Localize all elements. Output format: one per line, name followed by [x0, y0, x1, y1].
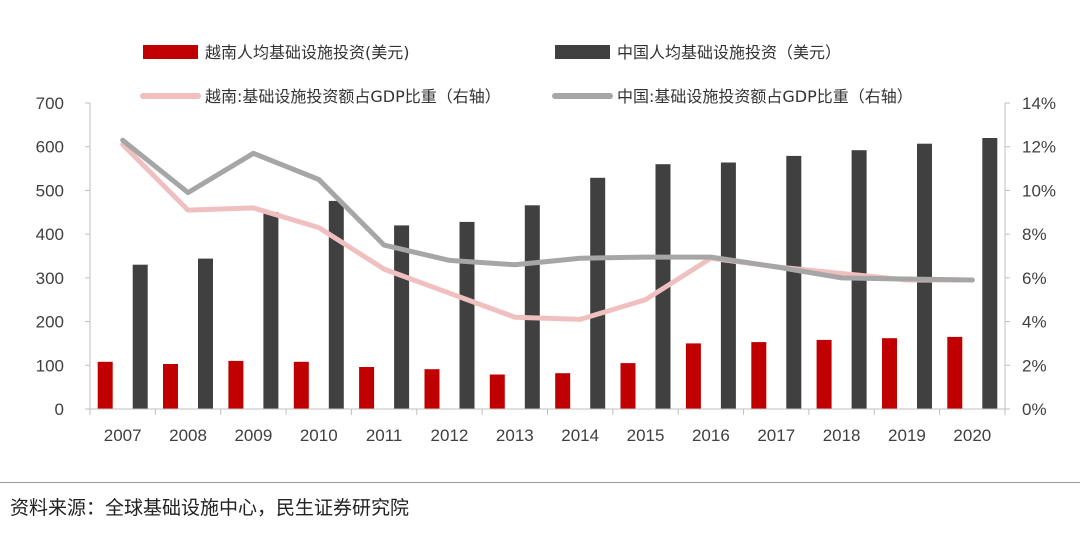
x-tick-label: 2008 [169, 426, 207, 445]
vietnam-share-line [120, 142, 975, 322]
x-tick-label: 2015 [627, 426, 665, 445]
china-bar [982, 138, 998, 409]
left-tick-label: 700 [36, 94, 64, 113]
china-bar [917, 143, 932, 409]
source-separator [0, 482, 1080, 483]
china-bar [720, 162, 736, 409]
vietnam-bar [816, 339, 832, 409]
right-tick-label: 14% [1022, 94, 1056, 113]
x-tick-label: 2016 [692, 426, 730, 445]
vietnam-bar [489, 374, 505, 409]
vietnam-bar [163, 364, 178, 409]
chart: 越南人均基础设施投资(美元) 中国人均基础设施投资（美元） 越南:基础设施投资额占G… [36, 43, 1056, 445]
china-bar [524, 205, 540, 409]
left-tick-label: 0 [55, 400, 64, 419]
x-tick-label: 2011 [366, 426, 403, 445]
china-bar [459, 221, 475, 409]
vietnam-bar [947, 336, 963, 409]
right-tick-label: 10% [1022, 181, 1056, 200]
x-tick-label: 2012 [431, 426, 469, 445]
vietnam-bar [751, 342, 767, 409]
vietnam-bar [882, 338, 897, 409]
legend: 越南人均基础设施投资(美元) 中国人均基础设施投资（美元） 越南:基础设施投资额占G… [140, 43, 913, 106]
vietnam-bar [97, 361, 113, 409]
legend-swatch [555, 45, 610, 59]
x-tick-label: 2017 [757, 426, 795, 445]
right-tick-label: 2% [1022, 356, 1047, 375]
right-tick-label: 6% [1022, 269, 1047, 288]
vietnam-bar [359, 367, 375, 409]
legend-label: 越南:基础设施投资额占GDP比重（右轴） [205, 87, 501, 106]
left-tick-label: 500 [36, 181, 64, 200]
vietnam-bar [293, 361, 309, 409]
left-tick-label: 600 [36, 138, 64, 157]
vietnam-bar [685, 343, 701, 409]
right-tick-label: 4% [1022, 313, 1047, 332]
right-tick-label: 8% [1022, 225, 1047, 244]
x-tick-label: 2009 [234, 426, 272, 445]
bars [97, 138, 998, 409]
china-bar [590, 177, 606, 409]
legend-swatch [143, 45, 198, 59]
china-bar [263, 212, 279, 409]
x-axis: 2007 2008 2009 2010 2011 2012 2013 2014 2015 2016… [89, 408, 1006, 445]
left-tick-label: 400 [36, 225, 64, 244]
china-bar [328, 200, 344, 409]
x-tick-label: 2014 [561, 426, 599, 445]
left-tick-label: 100 [36, 356, 64, 375]
china-bar [786, 155, 802, 409]
legend-label: 越南人均基础设施投资(美元) [205, 43, 410, 62]
source-note: 资料来源：全球基础设施中心，民生证券研究院 [10, 497, 410, 519]
china-bar [394, 225, 410, 409]
vietnam-bar [424, 369, 440, 409]
right-y-axis: 0% 2% 4% 6% 8% 10% 12% 14% [1004, 94, 1056, 419]
lines [120, 137, 975, 322]
right-tick-label: 12% [1022, 138, 1056, 157]
legend-label: 中国:基础设施投资额占GDP比重（右轴） [617, 87, 913, 106]
x-tick-label: 2007 [104, 426, 142, 445]
vietnam-bar [620, 363, 636, 409]
x-tick-label: 2010 [300, 426, 338, 445]
vietnam-bar [555, 373, 571, 409]
x-tick-label: 2013 [496, 426, 534, 445]
china-bar [198, 258, 213, 409]
left-tick-label: 200 [36, 313, 64, 332]
left-y-axis: 0 100 200 300 400 500 600 700 [36, 94, 91, 419]
right-tick-label: 0% [1022, 400, 1047, 419]
left-tick-label: 300 [36, 269, 64, 288]
china-share-line [120, 137, 975, 283]
legend-label: 中国人均基础设施投资（美元） [617, 43, 841, 62]
vietnam-bar [228, 360, 244, 409]
china-bar [132, 264, 148, 409]
x-tick-label: 2018 [823, 426, 861, 445]
x-tick-label: 2019 [888, 426, 926, 445]
x-tick-label: 2020 [953, 426, 991, 445]
